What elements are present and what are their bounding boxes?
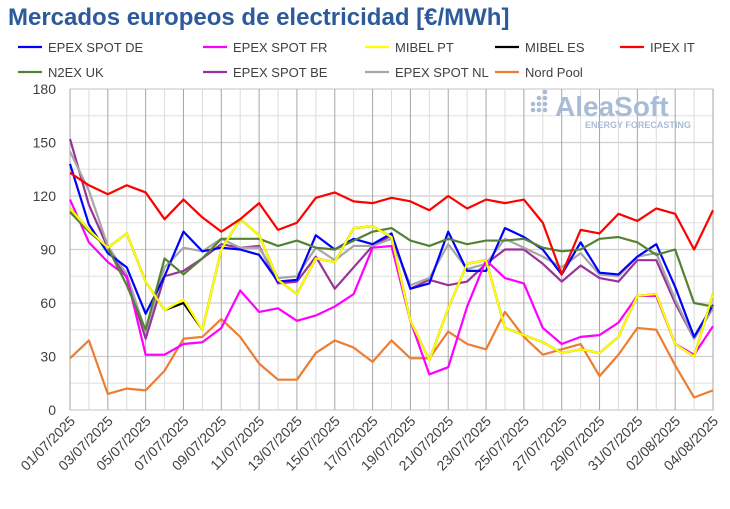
watermark-dot bbox=[536, 95, 542, 101]
legend-label: EPEX SPOT BE bbox=[233, 65, 328, 80]
y-tick-label: 0 bbox=[48, 402, 56, 418]
y-tick-label: 150 bbox=[33, 135, 57, 151]
legend-label: EPEX SPOT FR bbox=[233, 40, 327, 55]
series-line-n2ex-uk bbox=[69, 211, 714, 331]
series-line-ipex-it bbox=[69, 171, 714, 276]
y-tick-label: 180 bbox=[33, 81, 57, 97]
legend-label: MIBEL ES bbox=[525, 40, 585, 55]
chart-title: Mercados europeos de electricidad [€/MWh… bbox=[8, 4, 510, 31]
watermark-dot bbox=[542, 95, 548, 101]
watermark-dot bbox=[536, 101, 542, 107]
y-tick-label: 120 bbox=[33, 188, 57, 204]
watermark-logo: AleaSoft bbox=[555, 91, 669, 122]
legend-label: N2EX UK bbox=[48, 65, 104, 80]
watermark-tagline: ENERGY FORECASTING bbox=[585, 120, 691, 130]
series-line-nord-pool bbox=[69, 310, 714, 399]
watermark-dot bbox=[530, 107, 536, 113]
watermark-dot bbox=[530, 101, 536, 107]
y-tick-label: 60 bbox=[40, 295, 56, 311]
legend-label: Nord Pool bbox=[525, 65, 583, 80]
watermark-dot bbox=[536, 107, 542, 113]
watermark-dot bbox=[542, 89, 548, 95]
series-line-mibel-pt bbox=[69, 207, 715, 362]
watermark-dot bbox=[542, 101, 548, 107]
legend-label: MIBEL PT bbox=[395, 40, 454, 55]
y-tick-label: 90 bbox=[40, 242, 56, 258]
watermark-dot bbox=[542, 107, 548, 113]
legend-label: IPEX IT bbox=[650, 40, 695, 55]
series-line-epex-spot-de bbox=[68, 163, 714, 338]
legend-label: EPEX SPOT DE bbox=[48, 40, 143, 55]
y-tick-label: 30 bbox=[40, 349, 56, 365]
legend-label: EPEX SPOT NL bbox=[395, 65, 489, 80]
series-line-epex-spot-fr bbox=[68, 199, 714, 376]
